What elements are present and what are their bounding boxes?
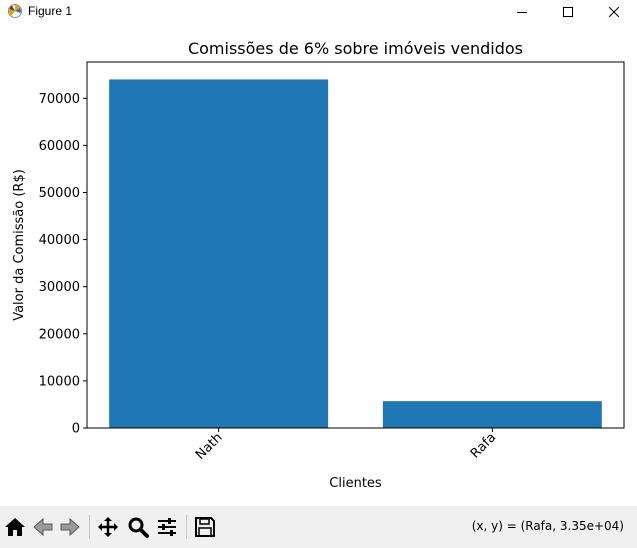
forward-button[interactable] <box>58 515 82 539</box>
window-title: Figure 1 <box>28 4 73 18</box>
y-tick-label: 70000 <box>39 92 80 107</box>
forward-icon <box>60 517 80 537</box>
y-tick-label: 40000 <box>39 233 80 248</box>
close-button[interactable] <box>591 0 637 23</box>
bar-rafa <box>382 401 602 428</box>
back-icon <box>33 517 53 537</box>
save-button[interactable] <box>193 515 217 539</box>
toolbar-separator <box>89 515 90 539</box>
y-tick-label: 20000 <box>39 327 80 342</box>
bar-nath <box>109 79 329 428</box>
y-tick-label: 50000 <box>39 186 80 201</box>
chart-title: Comissões de 6% sobre imóveis vendidos <box>188 39 523 58</box>
title-bar[interactable]: Figure 1 <box>0 0 637 23</box>
navigation-toolbar: (x, y) = (Rafa, 3.35e+04) <box>0 506 637 548</box>
x-tick-label: Rafa <box>468 430 499 461</box>
maximize-button[interactable] <box>545 0 591 23</box>
matplotlib-logo-icon <box>8 4 22 18</box>
save-icon <box>195 517 215 537</box>
back-button[interactable] <box>31 515 55 539</box>
cursor-coordinates-readout: (x, y) = (Rafa, 3.35e+04) <box>471 519 624 533</box>
home-icon <box>5 518 25 536</box>
close-icon <box>609 6 619 17</box>
pan-icon <box>98 517 118 537</box>
y-tick-label: 60000 <box>39 139 80 154</box>
bar-chart: 0 10000 20000 30000 40000 50000 60000 70000 Nath… <box>12 39 625 491</box>
minimize-button[interactable] <box>499 0 545 23</box>
y-axis-label: Valor da Comissão (R$) <box>12 169 27 321</box>
zoom-button[interactable] <box>126 515 150 539</box>
figure-canvas[interactable]: 0 10000 20000 30000 40000 50000 60000 70000 Nath… <box>0 23 637 506</box>
configure-subplots-icon <box>158 518 176 536</box>
y-tick-label: 30000 <box>39 280 80 295</box>
configure-subplots-button[interactable] <box>155 515 179 539</box>
maximize-icon <box>563 6 573 17</box>
x-tick-label: Nath <box>193 430 226 463</box>
y-tick-label: 0 <box>72 422 80 437</box>
pan-button[interactable] <box>96 515 120 539</box>
zoom-icon <box>128 517 149 538</box>
toolbar-separator <box>186 515 187 539</box>
x-axis-label: Clientes <box>329 476 382 491</box>
minimize-icon <box>517 11 527 13</box>
home-button[interactable] <box>3 515 27 539</box>
axes-frame <box>86 61 625 429</box>
y-tick-label: 10000 <box>39 374 80 389</box>
